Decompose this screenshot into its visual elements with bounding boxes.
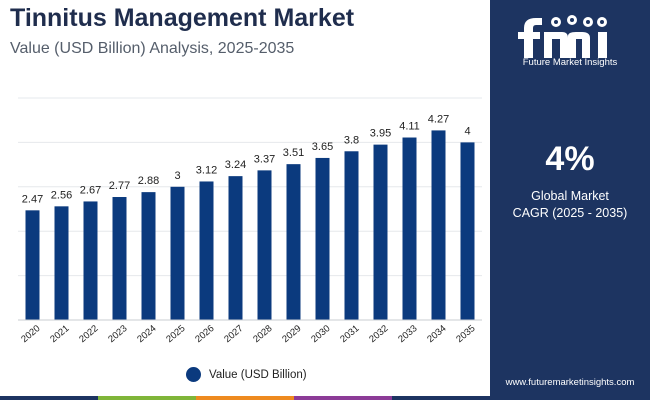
x-tick-2021: 2021 [48, 323, 71, 345]
page-title: Tinnitus Management Market [10, 4, 355, 32]
data-label-2034: 4.27 [428, 113, 449, 125]
data-label-2022: 2.67 [80, 184, 101, 196]
data-label-2031: 3.8 [344, 134, 359, 146]
data-label-2027: 3.24 [225, 159, 246, 171]
side-panel: Future Market Insights 4% Global Market … [490, 0, 650, 400]
chart-subtitle: Value (USD Billion) Analysis, 2025-2035 [10, 40, 295, 57]
bar-2031 [344, 151, 359, 320]
x-tick-2030: 2030 [309, 323, 332, 345]
accent-segment [294, 396, 392, 400]
bar-2021 [54, 206, 69, 320]
x-tick-2023: 2023 [106, 323, 129, 345]
data-label-2023: 2.77 [109, 180, 130, 192]
bar-2032 [373, 144, 388, 320]
accent-segment [98, 396, 196, 400]
x-tick-2028: 2028 [251, 323, 274, 345]
bar-2022 [83, 201, 98, 320]
bar-chart: 2.47 2020 2.56 2021 2.67 2022 2.77 2023 2.88 2024… [18, 97, 482, 345]
cagr-period: CAGR (2025 - 2035) [512, 206, 628, 220]
x-tick-2029: 2029 [280, 323, 303, 345]
cagr-label: Global Market [531, 189, 609, 203]
x-tick-2027: 2027 [222, 323, 245, 345]
accent-segment [392, 396, 490, 400]
x-tick-2031: 2031 [338, 323, 361, 345]
data-label-2033: 4.11 [399, 121, 420, 133]
x-tick-2026: 2026 [193, 323, 216, 345]
x-tick-2035: 2035 [454, 323, 477, 345]
chart-legend: Value (USD Billion) [186, 367, 307, 382]
x-tick-2033: 2033 [396, 323, 419, 345]
data-label-2026: 3.12 [196, 164, 217, 176]
data-label-2020: 2.47 [22, 193, 43, 205]
x-tick-2032: 2032 [367, 323, 390, 345]
data-label-2029: 3.51 [283, 147, 304, 159]
legend-swatch [186, 367, 201, 382]
bar-2023 [112, 197, 127, 320]
bar-2020 [25, 210, 40, 320]
bar-2026 [199, 181, 214, 320]
x-tick-2022: 2022 [77, 323, 100, 345]
data-label-2028: 3.37 [254, 153, 275, 165]
bar-2025 [170, 186, 185, 320]
accent-segment [196, 396, 294, 400]
data-label-2032: 3.95 [370, 128, 391, 140]
x-tick-2034: 2034 [425, 323, 448, 345]
data-label-2030: 3.65 [312, 141, 333, 153]
fmi-logo [518, 15, 607, 58]
accent-segment [0, 396, 98, 400]
bar-2027 [228, 176, 243, 320]
x-tick-2020: 2020 [19, 323, 42, 345]
bar-2028 [257, 170, 272, 320]
data-label-2035: 4 [464, 125, 470, 137]
data-label-2021: 2.56 [51, 189, 72, 201]
bar-2024 [141, 192, 156, 320]
bar-2033 [402, 137, 417, 320]
bar-2034 [431, 130, 446, 320]
legend-label: Value (USD Billion) [209, 368, 307, 381]
bar-2035 [460, 142, 475, 320]
website-link[interactable]: www.futuremarketinsights.com [505, 377, 635, 388]
cagr-value: 4% [545, 140, 595, 178]
bar-2029 [286, 164, 301, 320]
x-tick-2025: 2025 [164, 323, 187, 345]
x-tick-2024: 2024 [135, 323, 158, 345]
accent-strip [0, 396, 490, 400]
data-label-2025: 3 [174, 170, 180, 182]
bar-2030 [315, 157, 330, 320]
data-label-2024: 2.88 [138, 175, 159, 187]
brand-name: Future Market Insights [522, 57, 618, 68]
